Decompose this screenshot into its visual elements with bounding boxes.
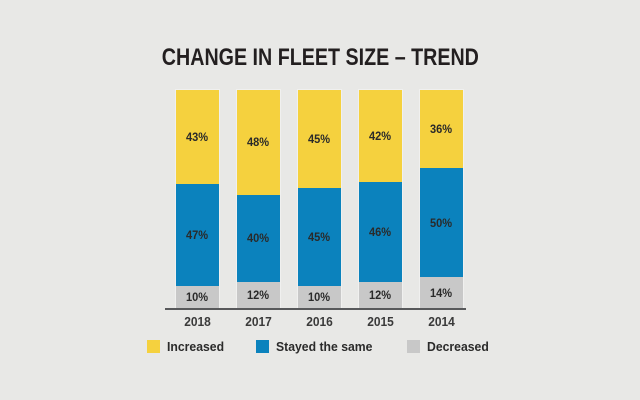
- bar-2018: 43% 47% 10%: [175, 89, 220, 309]
- legend-swatch-icon: [256, 340, 270, 353]
- bar-2016: 45% 45% 10%: [297, 89, 342, 309]
- bar-2015: 42% 46% 12%: [358, 89, 403, 309]
- legend-swatch-icon: [406, 340, 420, 353]
- segment-decreased-2018: 10%: [176, 286, 219, 308]
- x-tick-label-2017: 2017: [245, 314, 272, 329]
- value-label: 43%: [186, 129, 209, 144]
- x-tick-label-2016: 2016: [306, 314, 333, 329]
- segment-increased-2017: 48%: [237, 90, 280, 195]
- segment-increased-2018: 43%: [176, 90, 219, 184]
- segment-increased-2015: 42%: [359, 90, 402, 182]
- x-axis-labels: 2018 2017 2016 2015 2014: [176, 314, 463, 329]
- segment-stayed-the-same-2016: 45%: [298, 188, 341, 287]
- value-label: 10%: [186, 290, 209, 305]
- segment-increased-2014: 36%: [420, 90, 463, 169]
- segment-stayed-the-same-2015: 46%: [359, 181, 402, 282]
- legend-label: Stayed the same: [276, 339, 373, 354]
- bar-2014: 36% 50% 14%: [419, 89, 464, 309]
- value-label: 48%: [247, 135, 270, 150]
- segment-decreased-2014: 14%: [420, 277, 463, 308]
- chart-title-text: CHANGE IN FLEET SIZE – TREND: [161, 44, 479, 71]
- legend-item-increased: Increased: [147, 339, 228, 354]
- value-label: 12%: [247, 287, 270, 302]
- x-tick-label-2015: 2015: [367, 314, 394, 329]
- bars-row: 43% 47% 10% 48% 40% 12% 45% 45% 10% 42% 46% 12% 36% 5…: [175, 89, 464, 309]
- legend-label: Decreased: [426, 339, 489, 354]
- segment-increased-2016: 45%: [298, 90, 341, 189]
- segment-stayed-the-same-2014: 50%: [420, 168, 463, 278]
- value-label: 10%: [308, 290, 331, 305]
- segment-decreased-2017: 12%: [237, 281, 280, 308]
- legend-label: Increased: [167, 339, 225, 354]
- bar-2017: 48% 40% 12%: [236, 89, 281, 309]
- legend-item-stayed-the-same: Stayed the same: [256, 339, 379, 354]
- segment-decreased-2016: 10%: [298, 286, 341, 308]
- x-axis-line: [165, 308, 466, 310]
- segment-stayed-the-same-2018: 47%: [176, 183, 219, 287]
- value-label: 45%: [308, 132, 331, 147]
- value-label: 40%: [247, 231, 270, 246]
- x-tick-label-2018: 2018: [184, 314, 211, 329]
- legend-swatch-icon: [147, 340, 161, 353]
- value-label: 36%: [430, 122, 453, 137]
- legend-item-decreased: Decreased: [406, 339, 493, 354]
- value-label: 47%: [186, 227, 209, 242]
- x-tick-label-2014: 2014: [428, 314, 455, 329]
- segment-decreased-2015: 12%: [359, 281, 402, 308]
- legend: Increased Stayed the same Decreased: [0, 339, 640, 354]
- value-label: 45%: [308, 230, 331, 245]
- value-label: 50%: [430, 215, 453, 230]
- segment-stayed-the-same-2017: 40%: [237, 194, 280, 282]
- chart-title: CHANGE IN FLEET SIZE – TREND: [0, 44, 640, 72]
- value-label: 12%: [369, 287, 392, 302]
- value-label: 46%: [369, 224, 392, 239]
- value-label: 14%: [430, 285, 453, 300]
- value-label: 42%: [369, 128, 392, 143]
